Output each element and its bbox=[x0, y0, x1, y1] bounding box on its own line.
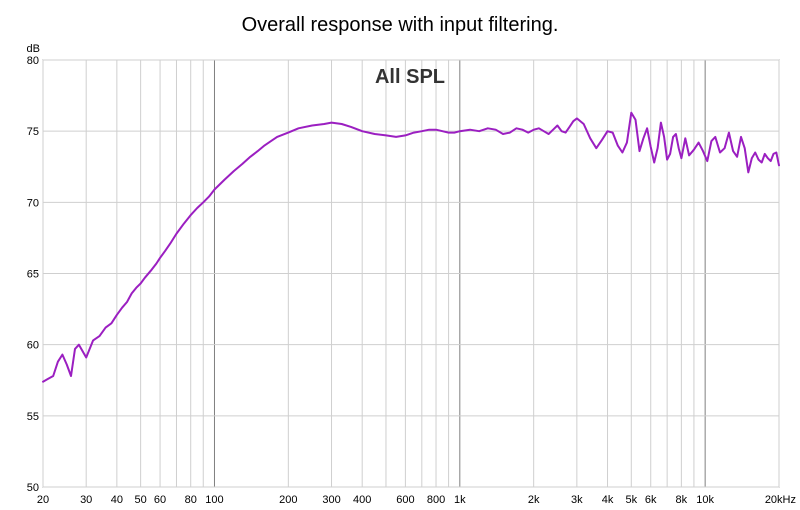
y-tick-label: 70 bbox=[27, 197, 39, 209]
x-tick-label: 50 bbox=[135, 494, 147, 506]
x-tick-label: 800 bbox=[427, 494, 445, 506]
chart-title: Overall response with input filtering. bbox=[242, 14, 559, 36]
y-tick-label: 75 bbox=[27, 126, 39, 138]
x-tick-label: 20 bbox=[37, 494, 49, 506]
x-tick-label: 8k bbox=[676, 494, 688, 506]
y-tick-label: 50 bbox=[27, 482, 39, 494]
x-tick-label: 20kHz bbox=[765, 494, 796, 506]
y-tick-label: 65 bbox=[27, 269, 39, 281]
y-tick-label: 80 bbox=[27, 55, 39, 67]
y-tick-labels: 50 55 60 65 70 75 80 bbox=[27, 55, 39, 494]
x-tick-label: 400 bbox=[353, 494, 371, 506]
x-tick-label: 10k bbox=[696, 494, 714, 506]
x-tick-label: 4k bbox=[602, 494, 614, 506]
spl-series-line bbox=[42, 111, 780, 383]
x-tick-label: 2k bbox=[528, 494, 540, 506]
x-tick-label: 6k bbox=[645, 494, 657, 506]
x-tick-label: 80 bbox=[185, 494, 197, 506]
y-tick-label: 60 bbox=[27, 340, 39, 352]
x-tick-label: 5k bbox=[625, 494, 637, 506]
x-tick-label: 100 bbox=[205, 494, 223, 506]
x-tick-label: 3k bbox=[571, 494, 583, 506]
x-tick-label: 200 bbox=[279, 494, 297, 506]
y-tick-label: 55 bbox=[27, 411, 39, 423]
chart-subtitle: All SPL bbox=[375, 66, 445, 88]
x-tick-label: 30 bbox=[80, 494, 92, 506]
x-tick-label: 1k bbox=[454, 494, 466, 506]
x-tick-label: 300 bbox=[322, 494, 340, 506]
x-tick-label: 40 bbox=[111, 494, 123, 506]
x-tick-label: 600 bbox=[396, 494, 414, 506]
x-tick-labels: 20 30 40 50 60 80 100 200 300 400 600 800 1k 2k 3k 4k 5k… bbox=[37, 494, 796, 506]
y-axis-unit: dB bbox=[27, 43, 40, 55]
x-tick-label: 60 bbox=[154, 494, 166, 506]
series-group bbox=[42, 111, 780, 383]
